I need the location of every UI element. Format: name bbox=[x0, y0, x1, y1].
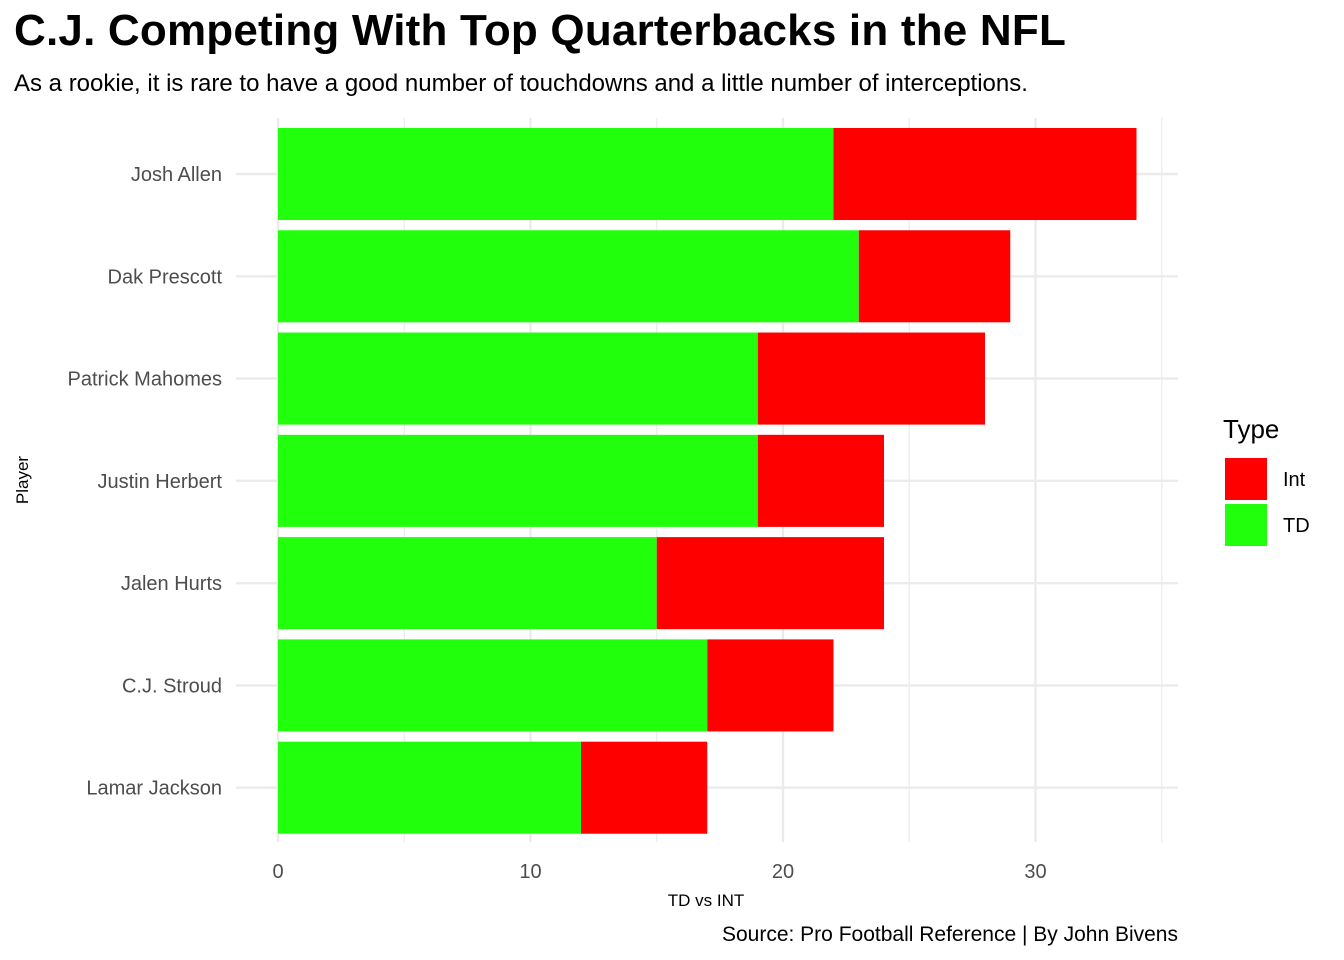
bar-td bbox=[278, 434, 758, 527]
bar-int bbox=[833, 127, 1137, 221]
bar-td bbox=[278, 332, 758, 425]
x-tick-label: 0 bbox=[272, 861, 283, 883]
bar-td bbox=[278, 741, 581, 834]
bar-td bbox=[278, 537, 657, 630]
y-tick-label: Josh Allen bbox=[131, 164, 222, 186]
chart-title: C.J. Competing With Top Quarterbacks in … bbox=[14, 6, 1067, 55]
y-axis-tick-labels: Josh Allen Dak Prescott Patrick Mahomes Jus… bbox=[68, 164, 223, 800]
x-tick-label: 30 bbox=[1024, 861, 1046, 883]
bar-td bbox=[278, 127, 834, 221]
bar-int bbox=[707, 639, 834, 732]
legend-key-int bbox=[1225, 458, 1267, 500]
y-tick-label: Justin Herbert bbox=[98, 471, 223, 493]
bar-int bbox=[656, 537, 884, 630]
y-axis-title: Player bbox=[13, 456, 32, 505]
y-tick-label: C.J. Stroud bbox=[122, 675, 222, 697]
x-axis-tick-labels: 0 10 20 30 bbox=[272, 861, 1046, 883]
y-tick-label: Patrick Mahomes bbox=[68, 369, 223, 391]
legend-key-td bbox=[1225, 504, 1267, 546]
y-tick-label: Lamar Jackson bbox=[86, 778, 222, 800]
chart-subtitle: As a rookie, it is rare to have a good n… bbox=[14, 70, 1028, 97]
bar-int bbox=[858, 230, 1011, 323]
bar-int bbox=[757, 332, 985, 425]
y-tick-label: Jalen Hurts bbox=[121, 573, 222, 595]
legend: Type Int TD bbox=[1223, 414, 1310, 546]
caption: Source: Pro Football Reference | By John… bbox=[722, 923, 1178, 946]
x-axis-title: TD vs INT bbox=[668, 891, 745, 910]
x-tick-label: 20 bbox=[772, 861, 794, 883]
legend-title: Type bbox=[1223, 414, 1279, 444]
legend-label: TD bbox=[1283, 515, 1310, 537]
bar-td bbox=[278, 639, 708, 732]
legend-label: Int bbox=[1283, 469, 1306, 491]
x-tick-label: 10 bbox=[519, 861, 541, 883]
bars bbox=[278, 127, 1137, 834]
bar-int bbox=[581, 741, 708, 834]
y-tick-label: Dak Prescott bbox=[108, 266, 223, 288]
bar-int bbox=[757, 434, 884, 527]
bar-td bbox=[278, 230, 859, 323]
